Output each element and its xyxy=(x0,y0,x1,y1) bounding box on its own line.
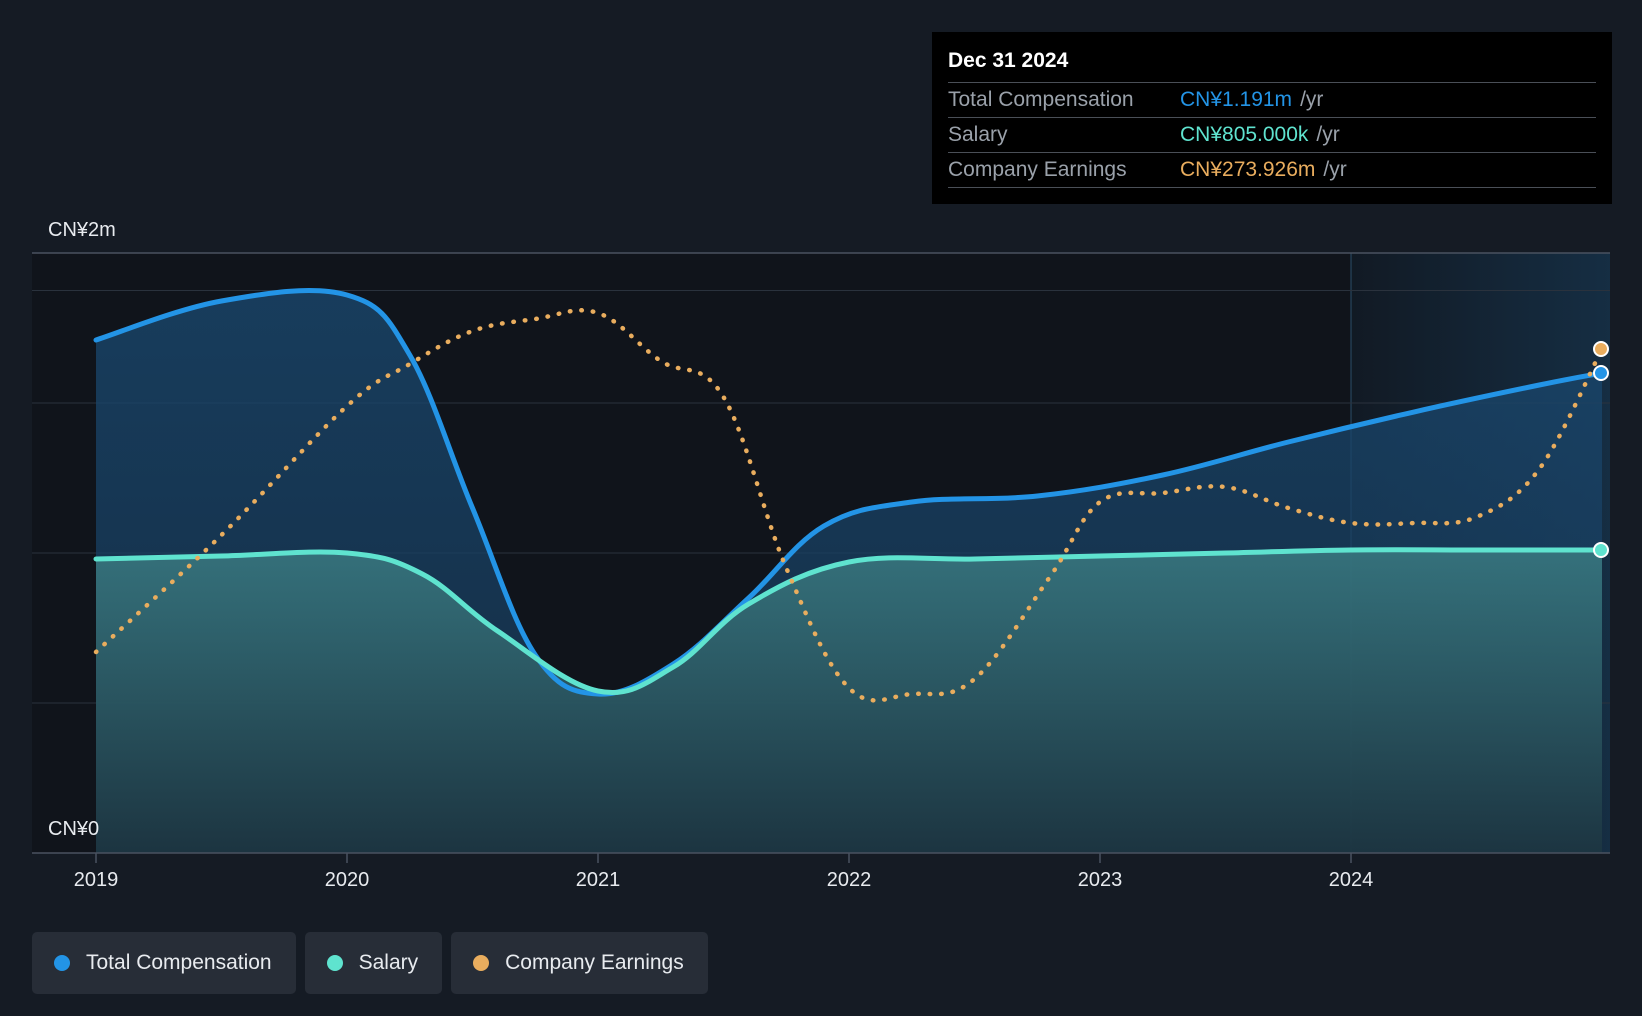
total-compensation-end-marker xyxy=(1593,365,1609,381)
company-earnings-end-marker xyxy=(1593,341,1609,357)
tooltip-label: Total Compensation xyxy=(948,88,1134,111)
tooltip-label: Company Earnings xyxy=(948,158,1127,181)
tooltip-unit: /yr xyxy=(1316,123,1340,146)
tooltip-label: Salary xyxy=(948,123,1008,146)
tooltip-value: CN¥805.000k xyxy=(1180,123,1309,146)
legend-item-salary[interactable]: Salary xyxy=(304,932,443,994)
chart-legend: Total Compensation Salary Company Earnin… xyxy=(32,932,708,994)
tooltip-row-company-earnings: Company Earnings CN¥273.926m /yr xyxy=(948,153,1596,188)
legend-item-company-earnings[interactable]: Company Earnings xyxy=(451,932,708,994)
x-tick-label: 2023 xyxy=(1078,869,1123,891)
tooltip-row-salary: Salary CN¥805.000k /yr xyxy=(948,118,1596,153)
tooltip-row-total-compensation: Total Compensation CN¥1.191m /yr xyxy=(948,83,1596,118)
company-earnings-line xyxy=(93,308,1605,703)
legend-item-total-compensation[interactable]: Total Compensation xyxy=(32,932,296,994)
x-tick-label: 2022 xyxy=(827,869,872,891)
tooltip-value: CN¥273.926m xyxy=(1180,158,1316,181)
tooltip-unit: /yr xyxy=(1300,88,1324,111)
salary-end-marker xyxy=(1593,542,1609,558)
x-axis-ticks: 2019 2020 2021 2022 2023 2024 xyxy=(74,853,1374,891)
legend-dot-icon xyxy=(54,955,70,971)
end-markers xyxy=(1593,341,1609,558)
total-compensation-line xyxy=(93,287,1605,697)
legend-dot-icon xyxy=(473,955,490,971)
tooltip-value: CN¥1.191m xyxy=(1180,88,1293,111)
x-tick-label: 2020 xyxy=(325,869,370,891)
x-tick-label: 2024 xyxy=(1329,869,1374,891)
x-tick-label: 2021 xyxy=(576,869,621,891)
tooltip-panel: Dec 31 2024 Total Compensation CN¥1.191m… xyxy=(932,32,1612,204)
tooltip-date: Dec 31 2024 xyxy=(948,46,1596,83)
legend-dot-icon xyxy=(326,955,343,971)
x-tick-label: 2019 xyxy=(74,869,119,891)
legend-label: Salary xyxy=(358,951,419,974)
y-axis-bottom-label: CN¥0 xyxy=(48,818,99,840)
legend-label: Total Compensation xyxy=(86,951,272,974)
legend-label: Company Earnings xyxy=(505,951,684,974)
salary-area xyxy=(96,549,1602,853)
y-axis-top-label: CN¥2m xyxy=(48,219,116,241)
tooltip-unit: /yr xyxy=(1323,158,1347,181)
salary-line xyxy=(93,547,1605,696)
